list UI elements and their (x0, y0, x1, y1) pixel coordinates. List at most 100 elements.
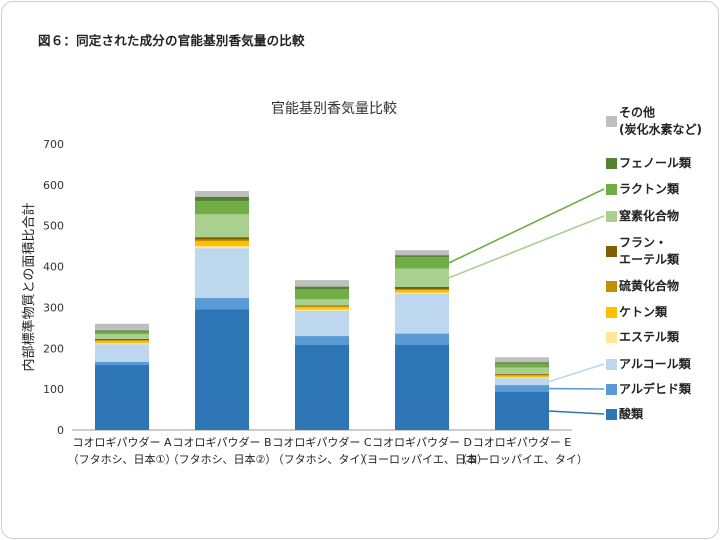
bar-segment (295, 289, 349, 300)
y-axis-label: 内部標準物質との面積比合計 (21, 203, 37, 372)
bar-segment (295, 286, 349, 290)
legend-label: その他 (619, 105, 655, 120)
bar-segment (295, 299, 349, 306)
bar-segment (95, 338, 149, 341)
bar-segment (495, 375, 549, 378)
legend-label: 窒素化合物 (619, 208, 679, 223)
bar-segment (195, 201, 249, 215)
legend-label: フェノール類 (619, 155, 692, 170)
legend-label: 酸類 (619, 406, 644, 421)
x-tick-label: （ヨーロッパイエ、タイ） (456, 453, 588, 466)
legend-label: ラクトン類 (619, 181, 680, 196)
bar-segment (95, 333, 149, 339)
bar-segment (95, 340, 149, 341)
legend-leader-line (548, 363, 605, 383)
legend-swatch (606, 116, 617, 127)
legend-label: アルデヒド類 (619, 381, 692, 396)
y-tick-label: 100 (43, 383, 64, 396)
y-tick-label: 700 (43, 138, 64, 151)
bar-segment (295, 336, 349, 346)
bar-segment (295, 306, 349, 308)
bar-segment (495, 377, 549, 379)
y-tick-label: 0 (57, 424, 64, 437)
bar-segment (395, 344, 449, 430)
x-tick-label: （ヨーロッパイエ、日本） (356, 452, 488, 466)
bar-segment (195, 239, 249, 242)
bar-segment (195, 298, 249, 310)
legend-swatch (606, 307, 617, 318)
chart-title: 官能基別香気量比較 (271, 100, 397, 117)
bar-segment (495, 392, 549, 430)
legend-swatch (606, 184, 617, 195)
x-tick-label: （フタホシ、日本②） (168, 452, 277, 466)
bar-segment (95, 340, 149, 343)
legend-label: 硫黄化合物 (619, 278, 679, 293)
bar-segment (395, 255, 449, 258)
bar-segment (295, 345, 349, 430)
plot-area: 0 100 200 300 400 500 600 700 コオロギパウダー A （フタホシ、日本… (43, 138, 605, 466)
bar-segment (195, 241, 249, 247)
bar-segment (195, 237, 249, 240)
legend-leader-line (448, 215, 605, 279)
legend-swatch (606, 281, 617, 292)
bar-segment (95, 342, 149, 345)
legend-label: フラン・ (619, 236, 667, 250)
bar-segment (495, 374, 549, 375)
legend-swatch (606, 409, 617, 420)
bar-segment (95, 330, 149, 332)
legend-swatch (606, 158, 617, 169)
bar-segment (295, 305, 349, 307)
bar-segment (195, 190, 249, 197)
legend-leader-line (548, 410, 605, 415)
bar-segment (195, 248, 249, 299)
x-tick-label: コオロギパウダー A (72, 435, 171, 449)
bar-segment (395, 290, 449, 293)
bar-segment (95, 365, 149, 430)
bar-segment (495, 357, 549, 363)
x-tick-label: （フタホシ、タイ） (273, 453, 372, 466)
bar-segment (395, 289, 449, 291)
legend-label: エステル類 (619, 329, 680, 344)
bar-segment (95, 344, 149, 362)
bar-segment (395, 333, 449, 345)
bar-segment (195, 196, 249, 202)
bar-segment (195, 214, 249, 238)
bar-segment (295, 307, 349, 310)
bar-segment (495, 374, 549, 376)
bar-segment (295, 310, 349, 337)
legend-swatch (606, 332, 617, 343)
y-tick-label: 400 (43, 261, 64, 274)
legend-leader-line (448, 188, 605, 264)
y-tick-label: 600 (43, 179, 64, 192)
bar-segment (95, 331, 149, 334)
bar-segment (95, 361, 149, 366)
bar-segment (495, 363, 549, 368)
bar-segment (295, 280, 349, 287)
bar-segment (395, 293, 449, 334)
bar-segment (395, 287, 449, 290)
y-tick-label: 300 (43, 301, 64, 314)
bar-segment (395, 250, 449, 256)
legend-swatch (606, 359, 617, 370)
legend-label: アルコール類 (619, 356, 692, 371)
x-tick-label: コオロギパウダー C (272, 435, 371, 449)
bar-segment (395, 268, 449, 287)
bar-segment (295, 309, 349, 311)
figure-caption: 図６：同定された成分の官能基別香気量の比較 (38, 33, 305, 48)
x-tick-label: コオロギパウダー E (473, 435, 571, 449)
bar-segment (495, 367, 549, 375)
y-tick-label: 200 (43, 342, 64, 355)
bar-segment (495, 378, 549, 386)
legend-label: ケトン類 (619, 304, 668, 319)
bar-segment (395, 292, 449, 294)
legend-label: エーテル類 (619, 252, 680, 267)
bar-segment (95, 323, 149, 331)
legend-swatch (606, 384, 617, 395)
y-tick-label: 500 (43, 220, 64, 233)
x-tick-label: （フタホシ、日本①） (68, 452, 177, 466)
bar-segment (395, 257, 449, 269)
x-tick-label: コオロギパウダー B (172, 435, 271, 449)
bar-segment (195, 246, 249, 249)
